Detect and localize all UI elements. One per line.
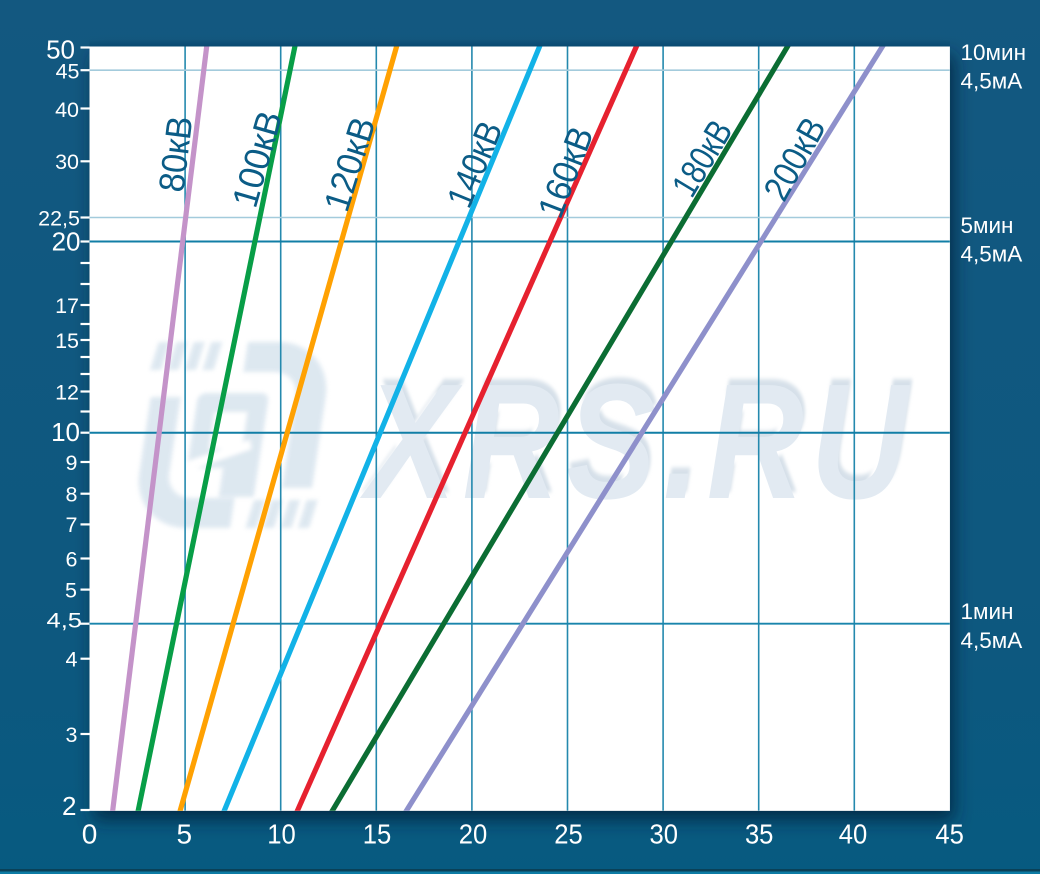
svg-text:15: 15 [55, 329, 79, 353]
svg-text:0: 0 [82, 819, 98, 850]
svg-text:20: 20 [459, 819, 488, 850]
svg-text:10: 10 [267, 819, 296, 850]
svg-text:4,5мА: 4,5мА [961, 68, 1023, 93]
svg-text:7: 7 [66, 513, 78, 537]
svg-text:30: 30 [650, 819, 679, 850]
svg-text:5: 5 [177, 819, 193, 850]
svg-text:10: 10 [51, 417, 80, 447]
svg-text:30: 30 [55, 150, 79, 174]
svg-text:4: 4 [66, 648, 78, 672]
svg-text:50: 50 [46, 35, 75, 65]
svg-text:6: 6 [66, 547, 78, 571]
svg-text:45: 45 [56, 59, 80, 83]
svg-text:3: 3 [66, 723, 78, 747]
svg-text:80кВ: 80кВ [151, 114, 201, 194]
svg-text:4,5: 4,5 [47, 609, 83, 633]
svg-text:2: 2 [62, 791, 76, 821]
svg-text:1мин: 1мин [961, 599, 1014, 624]
svg-text:XRS.RU: XRS.RU [362, 343, 917, 527]
svg-text:20: 20 [52, 227, 81, 257]
svg-text:15: 15 [363, 819, 392, 850]
svg-text:9: 9 [66, 451, 78, 475]
svg-text:XRS.RU: XRS.RU [353, 357, 908, 541]
svg-text:12: 12 [55, 380, 79, 404]
svg-text:10мин: 10мин [961, 40, 1027, 65]
svg-text:17: 17 [55, 294, 79, 318]
svg-text:4,5мА: 4,5мА [961, 628, 1023, 653]
svg-text:40: 40 [839, 819, 868, 850]
svg-text:40: 40 [55, 98, 79, 122]
svg-text:8: 8 [66, 483, 78, 507]
svg-text:22,5: 22,5 [38, 207, 80, 231]
svg-text:45: 45 [935, 819, 964, 850]
svg-text:5: 5 [65, 579, 77, 603]
svg-text:4,5мА: 4,5мА [961, 242, 1023, 267]
svg-text:35: 35 [745, 819, 774, 850]
svg-text:5мин: 5мин [961, 213, 1014, 238]
svg-text:25: 25 [554, 819, 583, 850]
